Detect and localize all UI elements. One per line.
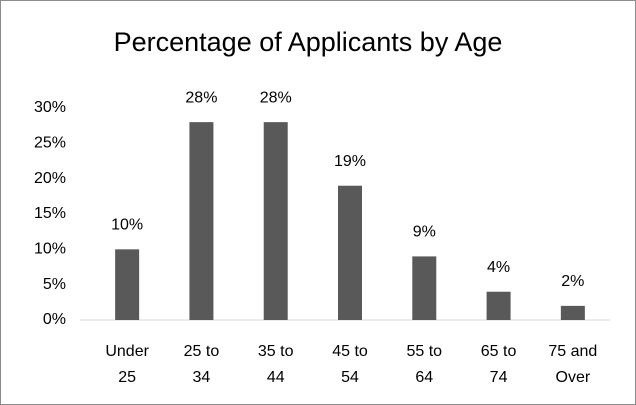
y-tick-label: 0% (43, 311, 66, 328)
bar (560, 305, 585, 320)
data-label: 10% (111, 217, 143, 234)
bar (412, 256, 437, 320)
bar (263, 122, 288, 320)
x-tick-label: 25 to 34 (184, 343, 220, 386)
y-tick-label: 25% (34, 135, 66, 152)
x-tick-label: 45 to 54 (332, 343, 368, 386)
y-tick-label: 30% (34, 99, 66, 116)
bar (115, 249, 140, 320)
bar (189, 122, 214, 320)
chart-title: Percentage of Applicants by Age (114, 27, 503, 57)
y-tick-label: 5% (43, 276, 66, 293)
y-tick-label: 10% (34, 241, 66, 258)
data-label: 28% (185, 89, 217, 106)
x-tick-label: 65 to 74 (481, 343, 517, 386)
x-tick-label: 35 to 44 (258, 343, 294, 386)
data-label: 19% (334, 153, 366, 170)
data-label: 4% (487, 259, 510, 276)
data-label: 2% (561, 273, 584, 290)
data-label: 28% (260, 89, 292, 106)
y-tick-label: 15% (34, 205, 66, 222)
bar (338, 185, 362, 320)
x-tick-label: Under 25 (105, 343, 149, 386)
bar (486, 291, 511, 320)
y-tick-label: 20% (34, 170, 66, 187)
x-tick-label: 75 and Over (548, 343, 597, 386)
data-label: 9% (413, 224, 436, 241)
x-tick-label: 55 to 64 (406, 343, 442, 386)
